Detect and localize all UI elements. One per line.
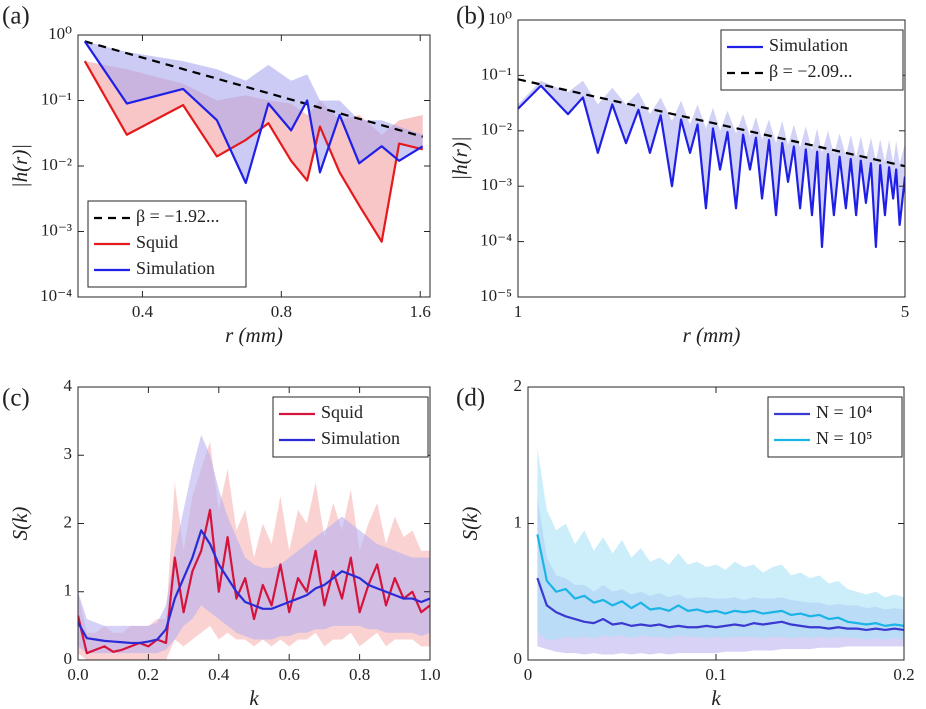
panel-label: (a) bbox=[2, 3, 30, 30]
plot-area bbox=[78, 434, 430, 660]
series-line bbox=[518, 78, 905, 168]
x-tick-label: 0.2 bbox=[893, 665, 914, 684]
legend-box bbox=[720, 29, 904, 91]
x-tick-label: 0.2 bbox=[138, 665, 159, 684]
y-tick-label: 10⁰ bbox=[488, 9, 512, 28]
band bbox=[537, 448, 904, 640]
x-tick-label: 0.1 bbox=[705, 665, 726, 684]
series-line bbox=[83, 40, 424, 185]
y-tick-label: 10⁻⁴ bbox=[480, 231, 512, 250]
legend-box bbox=[767, 396, 903, 458]
x-axis-label: r (mm) bbox=[683, 323, 741, 347]
x-axis-label: r (mm) bbox=[225, 323, 283, 347]
y-tick-label: 1 bbox=[64, 581, 73, 600]
x-tick-label: 0 bbox=[524, 665, 533, 684]
y-tick-label: 10⁰ bbox=[48, 24, 72, 43]
series-line bbox=[536, 534, 904, 627]
legend-label: N = 10⁵ bbox=[816, 428, 872, 448]
panel-label: (d) bbox=[456, 385, 485, 412]
band bbox=[84, 41, 423, 184]
x-tick-label: 1.6 bbox=[410, 302, 431, 321]
legend-label: Simulation bbox=[769, 35, 848, 55]
x-tick-label: 0.4 bbox=[132, 302, 154, 321]
legend: N = 10⁴ N = 10⁵ bbox=[767, 396, 903, 458]
y-tick-label: 10⁻⁵ bbox=[480, 286, 512, 305]
legend-label: Squid bbox=[136, 232, 178, 252]
legend: Simulation β = −2.09... bbox=[720, 29, 904, 91]
y-tick-label: 10⁻² bbox=[481, 120, 512, 139]
series-line bbox=[78, 529, 430, 645]
y-axis-label: S(k) bbox=[458, 507, 482, 541]
y-tick-label: 10⁻⁴ bbox=[40, 286, 72, 305]
y-tick-label: 10⁻¹ bbox=[481, 64, 512, 83]
y-tick-label: 10⁻³ bbox=[481, 175, 512, 194]
plot-area bbox=[518, 78, 905, 249]
axes-frame bbox=[517, 19, 906, 298]
legend-label: N = 10⁴ bbox=[816, 402, 872, 422]
y-tick-label: 10⁻¹ bbox=[41, 89, 72, 108]
legend-label: Squid bbox=[321, 402, 363, 422]
legend-label: β = −2.09... bbox=[769, 61, 852, 81]
x-tick-label: 0.6 bbox=[279, 665, 300, 684]
band bbox=[84, 61, 423, 242]
legend-label: Simulation bbox=[136, 258, 215, 278]
y-tick-label: 3 bbox=[64, 444, 73, 463]
band bbox=[518, 80, 905, 247]
x-axis-label: k bbox=[711, 686, 721, 709]
y-tick-label: 4 bbox=[64, 376, 73, 395]
y-tick-label: 1 bbox=[514, 512, 523, 531]
plot-area bbox=[536, 448, 904, 655]
series-line bbox=[84, 40, 424, 138]
panel-label: (c) bbox=[2, 385, 30, 412]
x-tick-label: 5 bbox=[901, 302, 910, 321]
legend: β = −1.92... Squid Simulation bbox=[87, 200, 247, 288]
y-tick-label: 2 bbox=[514, 376, 523, 395]
panel: 10⁻⁴ 10⁻³ 10⁻² 10⁻¹ 10⁰ 0.4 0.8 1.6 r (mm) |h(r)|… bbox=[2, 3, 431, 347]
panel: 10⁻⁵ 10⁻⁴ 10⁻³ 10⁻² 10⁻¹ 10⁰ 1 5 r (mm) |h(r)| (b)… bbox=[448, 3, 909, 347]
x-axis-label: k bbox=[249, 686, 259, 709]
y-tick-label: 10⁻³ bbox=[41, 220, 72, 239]
series-line bbox=[78, 508, 430, 655]
series-line bbox=[83, 60, 423, 243]
y-tick-label: 10⁻² bbox=[41, 155, 72, 174]
panel: 0 1 2 3 4 0.0 0.2 0.4 0.6 0.8 1.0 k S(k) (c) Squid Simu… bbox=[2, 376, 441, 709]
x-tick-label: 0.8 bbox=[271, 302, 292, 321]
y-axis-label: |h(r)| bbox=[8, 144, 32, 188]
series-line bbox=[536, 577, 904, 632]
panel: 0 1 2 0 0.1 0.2 k S(k) (d) N = 10⁴ N = 10⁵ bbox=[456, 376, 915, 709]
y-tick-label: 0 bbox=[514, 649, 523, 668]
x-tick-label: 1.0 bbox=[419, 665, 440, 684]
plot-area bbox=[83, 40, 424, 243]
legend-box bbox=[272, 396, 429, 458]
y-tick-label: 2 bbox=[64, 512, 73, 531]
legend-label: Simulation bbox=[321, 428, 400, 448]
x-tick-label: 0.4 bbox=[208, 665, 230, 684]
x-tick-label: 0.8 bbox=[349, 665, 370, 684]
y-axis-label: S(k) bbox=[8, 507, 32, 541]
legend-label: β = −1.92... bbox=[136, 206, 219, 226]
series-line bbox=[518, 84, 905, 249]
y-tick-label: 0 bbox=[64, 649, 73, 668]
panel-label: (b) bbox=[456, 3, 485, 30]
y-axis-label: |h(r)| bbox=[448, 136, 472, 180]
legend: Squid Simulation bbox=[272, 396, 429, 458]
x-tick-label: 0.0 bbox=[67, 665, 88, 684]
x-tick-label: 1 bbox=[514, 302, 523, 321]
